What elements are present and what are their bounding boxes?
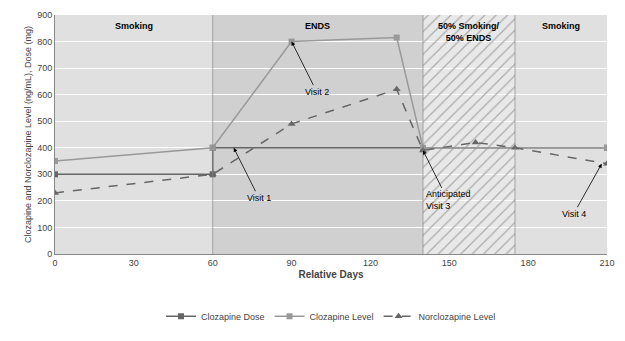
svg-text:150: 150 [442,258,457,268]
svg-text:Clozapine Level: Clozapine Level [310,312,374,322]
svg-text:50% Smoking/50% ENDS: 50% Smoking/50% ENDS [438,21,500,43]
svg-text:900: 900 [37,10,52,20]
svg-text:500: 500 [37,116,52,126]
svg-text:Visit 1: Visit 1 [247,193,271,203]
svg-text:210: 210 [599,258,614,268]
svg-text:700: 700 [37,63,52,73]
svg-text:ENDS: ENDS [305,21,330,31]
svg-text:90: 90 [287,258,297,268]
svg-text:0: 0 [47,249,52,259]
svg-text:0: 0 [52,258,57,268]
svg-text:100: 100 [37,223,52,233]
svg-text:Clozapine and Norclozapine Lev: Clozapine and Norclozapine Level (ng/mL)… [23,26,33,243]
svg-text:300: 300 [37,169,52,179]
svg-text:Clozapine Dose: Clozapine Dose [201,312,265,322]
svg-text:Relative Days: Relative Days [298,269,363,280]
svg-text:Smoking: Smoking [115,21,153,31]
svg-text:600: 600 [37,90,52,100]
svg-text:800: 800 [37,37,52,47]
svg-text:Visit 2: Visit 2 [305,87,329,97]
svg-text:60: 60 [208,258,218,268]
svg-text:Visit 4: Visit 4 [562,209,586,219]
svg-text:120: 120 [363,258,378,268]
svg-text:AnticipatedVisit 3: AnticipatedVisit 3 [426,189,471,211]
svg-text:30: 30 [129,258,139,268]
svg-text:Smoking: Smoking [542,21,580,31]
svg-text:180: 180 [521,258,536,268]
svg-text:Norclozapine Level: Norclozapine Level [419,312,496,322]
svg-text:200: 200 [37,196,52,206]
svg-text:400: 400 [37,143,52,153]
